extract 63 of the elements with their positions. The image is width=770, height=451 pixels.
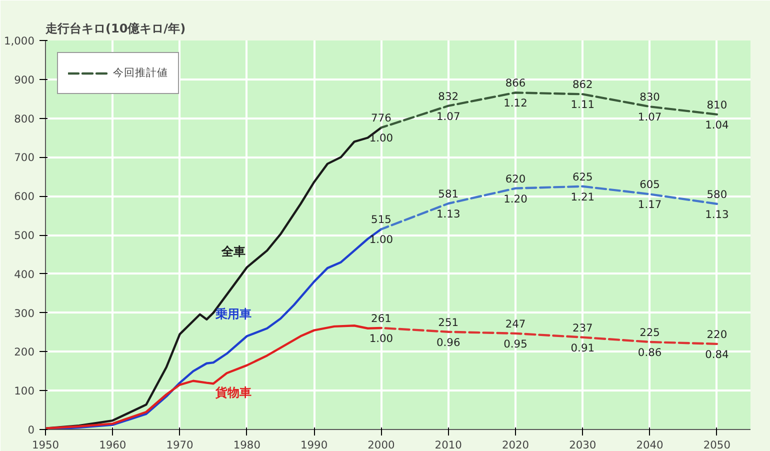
data-label: 776	[371, 112, 392, 125]
annotation: 0.84	[705, 348, 730, 361]
x-tick-label: 2030	[569, 438, 596, 451]
legend-label: 今回推計値	[113, 66, 168, 80]
data-label: 251	[438, 316, 459, 329]
x-tick-label: 1990	[300, 438, 328, 451]
y-tick-label: 200	[14, 346, 35, 359]
data-label: 237	[572, 321, 593, 334]
y-tick-label: 1,000	[4, 34, 35, 48]
data-label: 225	[640, 326, 660, 339]
data-label: 515	[371, 213, 392, 226]
y-axis-title: 走行台キロ(10億キロ/年)	[44, 22, 186, 36]
annotation: 1.12	[504, 96, 528, 110]
annotation: 0.95	[504, 337, 528, 350]
annotation: 1.07	[436, 110, 460, 123]
x-tick-label: 1950	[32, 438, 60, 451]
data-label: 220	[706, 328, 728, 341]
data-label: 261	[371, 312, 392, 325]
x-tick-label: 1970	[166, 438, 194, 451]
data-label: 866	[505, 76, 526, 90]
annotation: 0.91	[570, 341, 595, 354]
x-tick-label: 2020	[502, 438, 530, 451]
annotation: 1.11	[570, 98, 595, 112]
annotation: 1.07	[638, 110, 662, 124]
data-label: 625	[572, 170, 593, 184]
data-label: 810	[706, 98, 728, 112]
series-label: 全車	[220, 244, 246, 259]
annotation: 0.96	[436, 336, 460, 349]
data-label: 830	[640, 90, 660, 104]
y-tick-label: 300	[14, 306, 35, 320]
data-label: 832	[438, 90, 459, 103]
x-tick-label: 2050	[703, 438, 731, 451]
annotation: 1.00	[369, 132, 394, 145]
x-tick-label: 2010	[434, 438, 462, 451]
annotation: 1.04	[705, 118, 730, 132]
y-tick-label: 0	[28, 424, 35, 436]
series-label: 貨物車	[214, 386, 252, 400]
data-label: 862	[572, 78, 593, 92]
data-label: 605	[640, 178, 660, 192]
data-label: 620	[505, 172, 526, 186]
series-label: 乗用車	[214, 306, 252, 321]
annotation: 1.21	[570, 190, 595, 204]
x-tick-label: 1960	[99, 438, 126, 451]
x-tick-label: 2040	[636, 438, 664, 451]
annotation: 1.17	[638, 198, 662, 212]
data-label: 247	[505, 317, 526, 330]
data-label: 580	[706, 188, 728, 201]
y-tick-label: 500	[14, 229, 35, 242]
annotation: 1.00	[369, 233, 394, 246]
y-tick-label: 400	[14, 268, 35, 281]
annotation: 0.86	[638, 346, 662, 359]
annotation: 1.00	[369, 332, 394, 345]
y-tick-label: 900	[14, 73, 35, 86]
x-tick-label: 2000	[368, 438, 395, 451]
data-label: 581	[438, 187, 459, 200]
y-tick-label: 800	[14, 112, 35, 126]
y-tick-label: 100	[14, 384, 35, 398]
y-tick-label: 700	[14, 151, 35, 164]
annotation: 1.13	[705, 208, 729, 221]
x-tick-label: 1980	[233, 438, 261, 451]
y-tick-label: 600	[14, 190, 35, 204]
annotation: 1.13	[436, 207, 460, 220]
annotation: 1.20	[504, 192, 528, 206]
